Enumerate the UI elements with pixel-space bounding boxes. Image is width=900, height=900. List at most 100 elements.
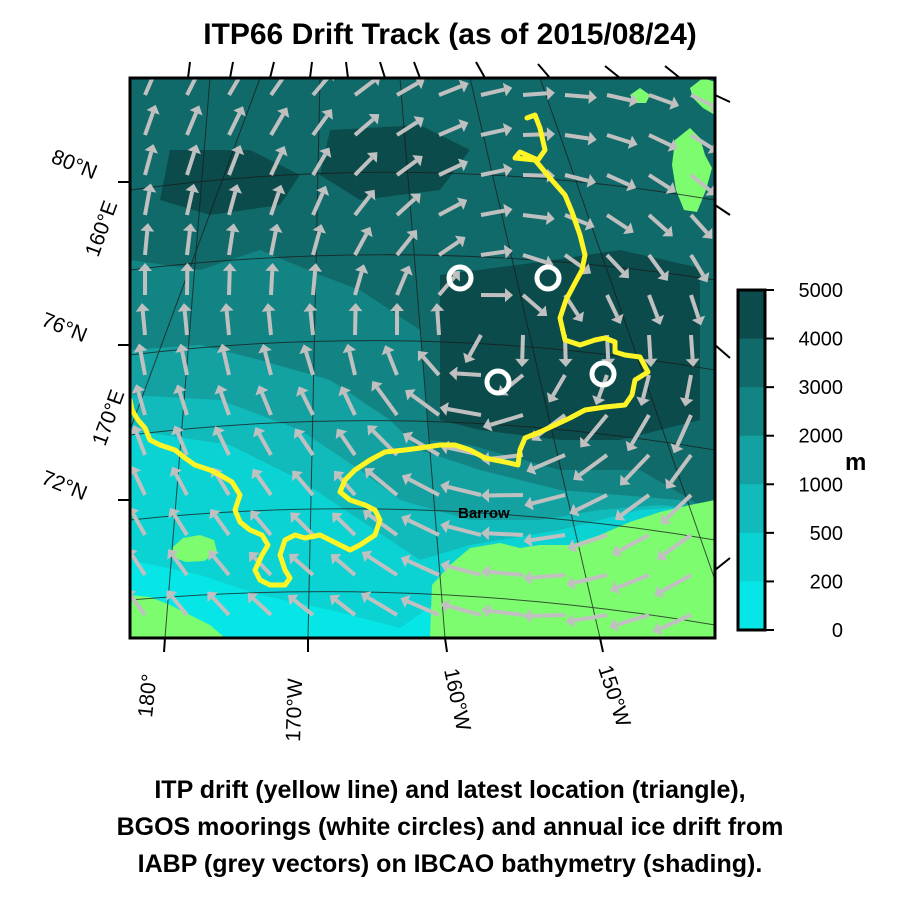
drift-vector-head [413,116,424,128]
colorbar-tick-label: 3000 [799,377,844,399]
drift-vector [605,294,620,318]
drift-vector-head [584,217,595,231]
drift-vector-head [247,593,259,604]
drift-vector [395,234,414,257]
drift-vector-head [171,425,185,436]
colorbar-swatch [738,435,765,485]
colorbar-tick-label: 200 [810,571,843,593]
drift-vector [618,533,650,553]
drift-vector [437,239,460,257]
drift-vector [447,564,482,577]
drift-vector-head [371,381,383,392]
drift-vector [295,475,315,497]
drift-vector-head [440,559,450,573]
drift-vector-head [546,127,555,142]
drift-vector-head [290,512,302,523]
mooring-b [534,264,562,292]
drift-vector-head [567,539,578,553]
drift-vector [214,473,231,497]
drift-vector [564,173,589,183]
drift-vector [375,386,399,417]
drift-vector-head [362,509,374,521]
colorbar-tick-label: 4000 [799,329,844,351]
drift-vector [172,513,189,537]
drift-vector-head [625,440,638,452]
drift-vector-head [191,66,204,76]
drift-vector-head [662,225,673,237]
meridian-180 [164,78,211,638]
drift-vector [488,531,524,537]
drift-vector [367,554,399,577]
drift-vector-head [405,389,416,401]
drift-vector [257,433,273,456]
drift-vector-head [569,503,580,517]
drift-vector [143,191,152,216]
drift-vector-head [138,263,153,272]
drift-vector-head [400,554,411,568]
drift-vector-head [333,470,345,482]
drift-vector [269,152,284,176]
drift-vector-head [515,358,530,367]
drift-vector [171,554,189,577]
drift-vector-head [523,608,532,623]
drift-vector [175,432,189,456]
drift-vector [252,597,273,617]
drift-vector-head [456,197,468,210]
longitude-label-160w: 160°W [439,666,475,733]
drift-vector [297,434,315,457]
drift-vector-head [258,344,272,354]
drift-vector [395,159,418,177]
drift-vector [347,351,357,376]
drift-vector [689,334,695,360]
drift-vector [227,78,242,97]
drift-vector [575,493,608,512]
drift-vector [689,133,713,150]
drift-vector-head [449,366,458,381]
drift-vector-head [656,549,668,561]
drift-vector-head [608,618,619,632]
drift-vector-head [366,152,378,163]
drift-vector-head [209,508,221,520]
drift-vector-head [130,466,142,476]
colorbar-tick-label: 5000 [799,280,844,302]
drift-vector-head [330,554,342,565]
drift-vector-head [168,507,181,519]
itp-drift-track [130,112,651,588]
drift-vector [606,173,630,187]
drift-vector-head [364,467,376,479]
drift-vector-head [546,86,555,101]
drift-vector [659,613,692,631]
drift-vector [395,272,409,296]
drift-vector [480,249,506,257]
drift-vector-head [316,185,330,196]
drift-vector [212,555,231,577]
drift-vector [438,84,463,97]
drift-vector-head [623,222,634,235]
longitude-label-180: 180° [134,673,161,719]
drift-vector [647,253,665,276]
latitude-label-76n: 76°N [38,308,90,347]
drift-vector-head [558,358,573,367]
drift-vector-head [610,313,624,324]
drift-vector [522,173,548,178]
drift-vector [447,484,482,497]
drift-vector [311,270,318,296]
drift-vector [407,559,440,577]
drift-vector [395,120,419,137]
drift-vector [292,598,315,617]
drift-vector-head [410,193,421,205]
drift-vector [311,78,331,97]
drift-vector [488,569,524,577]
drift-vector [662,533,693,557]
ice-drift-vectors [130,66,715,636]
longitude-label-160e: 160°E [81,198,122,260]
colorbar-tick-label: 0 [832,620,843,642]
meridian-140w [539,78,715,581]
drift-vector-head [587,131,597,146]
drift-vector-head [233,106,246,117]
drift-vector [395,197,417,217]
drift-vector-head [367,425,379,436]
drift-vector-head [169,466,183,478]
drift-vector-head [299,344,313,355]
